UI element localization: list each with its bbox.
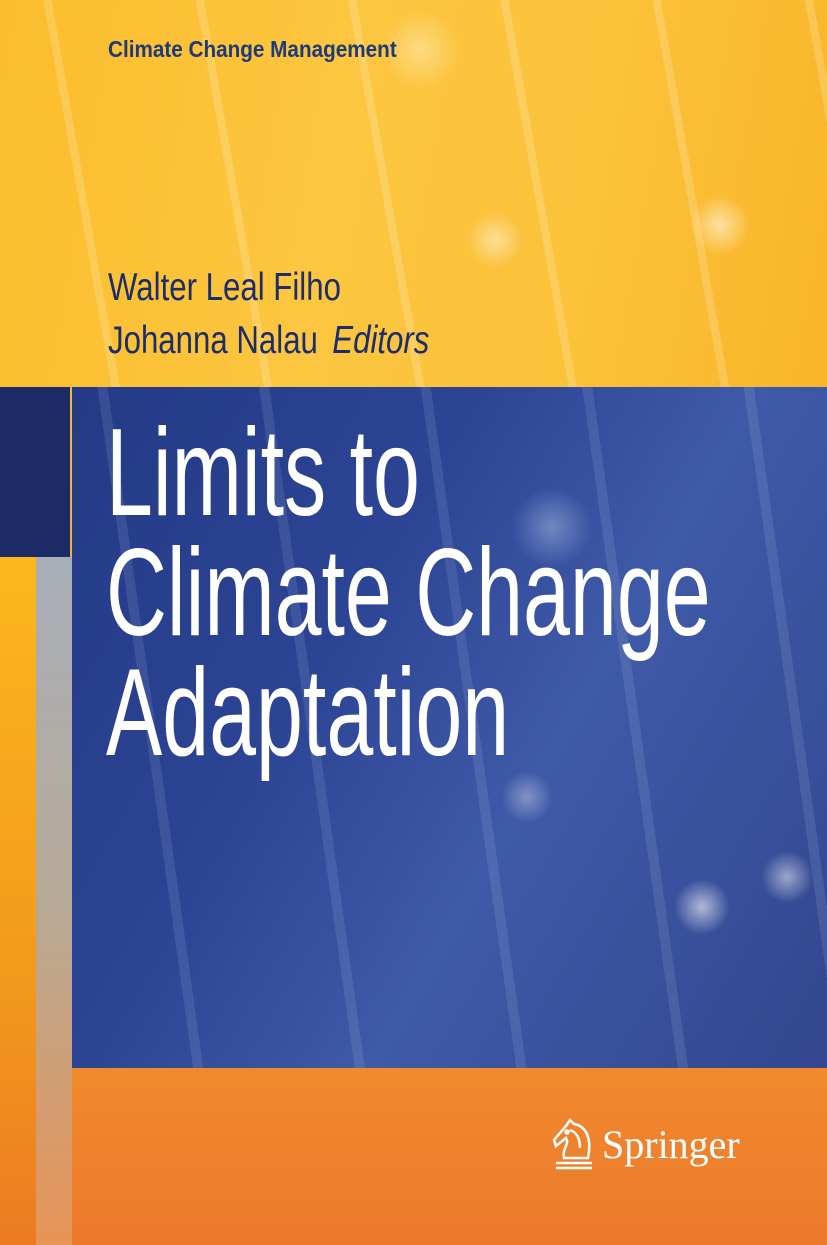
series-title: Climate Change Management xyxy=(108,36,397,62)
publisher-name: Springer xyxy=(602,1121,740,1167)
title-line-1: Limits to xyxy=(106,404,420,542)
title-panel xyxy=(72,387,827,1068)
author-2-name: Johanna Nalau xyxy=(108,319,318,362)
navy-block xyxy=(0,387,70,557)
title-line-3: Adaptation xyxy=(106,644,510,782)
title-line-2: Climate Change xyxy=(106,524,711,662)
solar-panel-texture xyxy=(72,387,827,1068)
yellow-strip xyxy=(0,557,36,1245)
knight-horse-icon xyxy=(552,1118,592,1170)
solar-panel-texture xyxy=(0,0,827,387)
gray-strip xyxy=(36,557,72,1245)
author-2: Johanna Nalau Editors xyxy=(108,319,429,363)
editors-label: Editors xyxy=(332,319,430,362)
author-1: Walter Leal Filho xyxy=(108,266,341,309)
publisher-logo: Springer xyxy=(552,1118,740,1170)
top-band xyxy=(0,0,827,387)
